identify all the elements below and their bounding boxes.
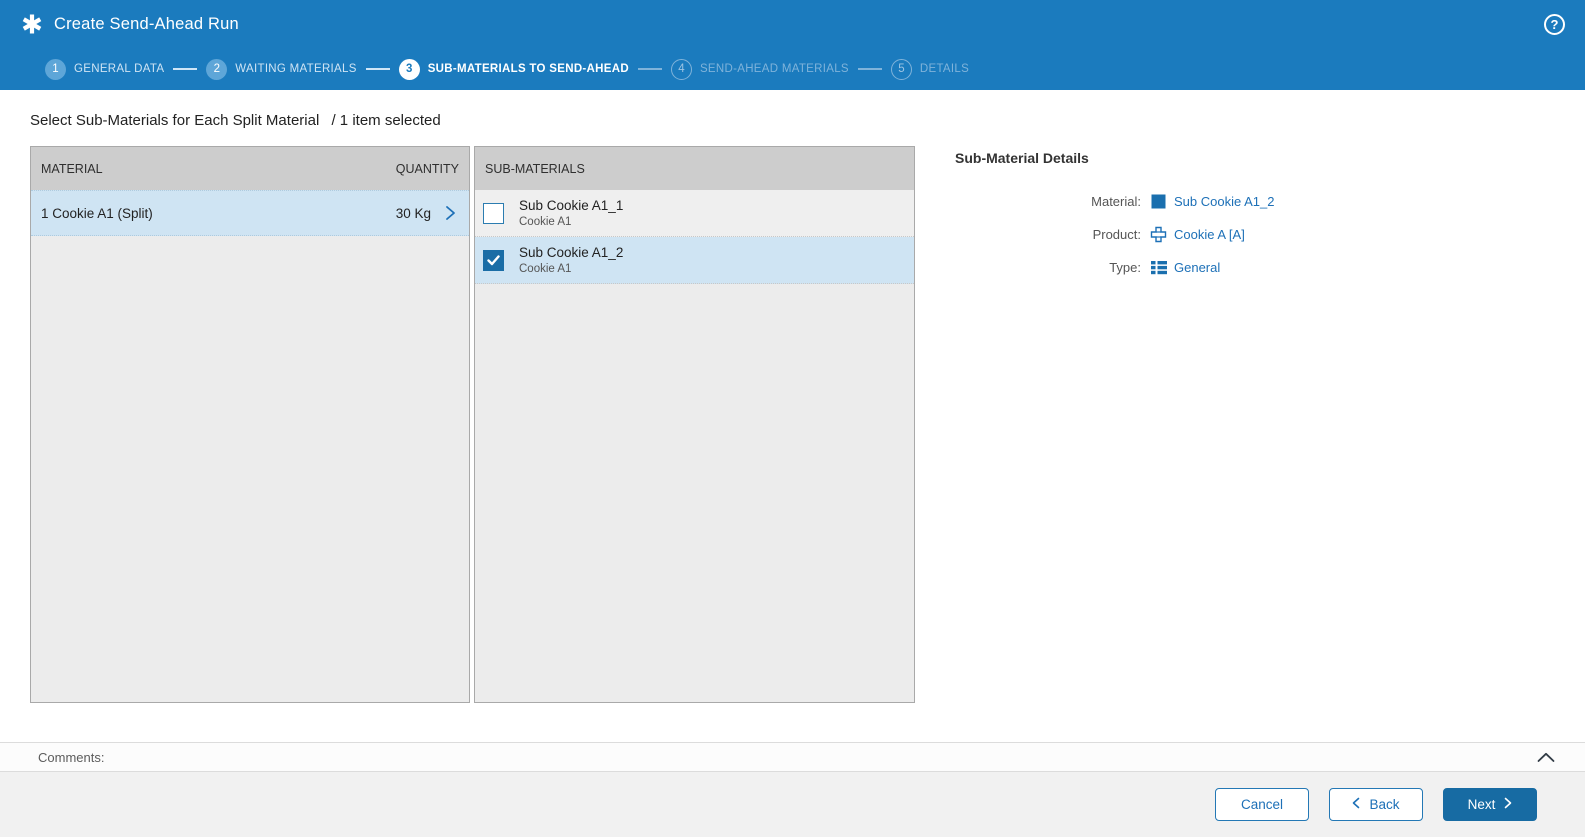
comments-label: Comments: [38, 749, 105, 765]
material-quantity: 30 Kg [395, 205, 431, 221]
sub-material-title: Sub Cookie A1_2 [519, 245, 624, 260]
detail-value-link[interactable]: General [1174, 260, 1221, 275]
sub-material-details-panel: Sub-Material Details Material: Sub Cooki… [955, 150, 1555, 291]
asterisk-icon [21, 13, 43, 35]
chevron-right-icon[interactable] [431, 205, 469, 221]
sub-material-subtitle: Cookie A1 [519, 216, 572, 228]
cancel-button-label: Cancel [1240, 797, 1284, 812]
checkbox-checked[interactable] [483, 249, 504, 271]
detail-label: Type: [1109, 260, 1141, 275]
detail-label: Material: [1091, 194, 1141, 209]
sub-material-text: Sub Cookie A1_1 Cookie A1 [519, 198, 623, 228]
sub-materials-table-header: SUB-MATERIALS [475, 147, 914, 190]
detail-row-product: Product: Cookie A [A] [955, 225, 1555, 244]
step-general-data[interactable]: 1 GENERAL DATA [45, 58, 165, 80]
materials-table: MATERIAL QUANTITY 1 Cookie A1 (Split) 30… [30, 146, 470, 703]
step-label: SUB-MATERIALS TO SEND-AHEAD [427, 63, 629, 75]
chevron-right-icon [1504, 797, 1512, 812]
chevron-up-icon[interactable] [1537, 752, 1555, 763]
step-waiting-materials[interactable]: 2 WAITING MATERIALS [206, 58, 357, 80]
step-label: GENERAL DATA [74, 63, 165, 75]
selection-summary: / 1 item selected [331, 112, 441, 129]
sub-materials-table: SUB-MATERIALS Sub Cookie A1_1 Cookie A1 … [474, 146, 915, 703]
detail-row-type: Type: General [955, 258, 1555, 277]
section-title-text: Select Sub-Materials for Each Split Mate… [30, 112, 320, 129]
page-title: Create Send-Ahead Run [54, 14, 239, 33]
step-label: WAITING MATERIALS [235, 63, 357, 75]
titlebar: Create Send-Ahead Run ? [0, 0, 1585, 48]
help-icon[interactable]: ? [1544, 13, 1565, 35]
step-connector [857, 68, 882, 70]
type-icon [1150, 259, 1167, 276]
step-connector [173, 68, 198, 70]
step-send-ahead-materials: 4 SEND-AHEAD MATERIALS [670, 58, 849, 80]
column-header-material: MATERIAL [41, 161, 103, 176]
material-icon [1150, 193, 1167, 210]
step-sub-materials-to-send-ahead[interactable]: 3 SUB-MATERIALS TO SEND-AHEAD [398, 58, 629, 80]
sub-material-title: Sub Cookie A1_1 [519, 198, 624, 213]
section-title: Select Sub-Materials for Each Split Mate… [30, 112, 441, 129]
product-icon [1150, 226, 1167, 243]
step-number: 1 [45, 58, 66, 80]
material-name: 1 Cookie A1 (Split) [41, 205, 153, 221]
sub-material-row[interactable]: Sub Cookie A1_1 Cookie A1 [475, 190, 914, 237]
step-label: SEND-AHEAD MATERIALS [699, 63, 849, 75]
checkbox-unchecked[interactable] [483, 202, 504, 224]
step-label: DETAILS [919, 63, 970, 75]
wizard-stepper: 1 GENERAL DATA 2 WAITING MATERIALS 3 SUB… [0, 48, 1585, 90]
details-panel-title: Sub-Material Details [955, 150, 1089, 166]
step-details: 5 DETAILS [890, 58, 970, 80]
step-connector [365, 68, 390, 70]
comments-bar: Comments: [0, 742, 1585, 772]
sub-material-text: Sub Cookie A1_2 Cookie A1 [519, 245, 623, 275]
cancel-button[interactable]: Cancel [1215, 788, 1309, 821]
split-materials-area: MATERIAL QUANTITY 1 Cookie A1 (Split) 30… [30, 146, 915, 703]
sub-material-subtitle: Cookie A1 [519, 263, 572, 275]
step-number: 5 [890, 58, 912, 80]
chevron-left-icon [1352, 797, 1360, 812]
detail-row-material: Material: Sub Cookie A1_2 [955, 192, 1555, 211]
back-button-label: Back [1369, 797, 1400, 812]
next-button-label: Next [1467, 797, 1496, 812]
material-row[interactable]: 1 Cookie A1 (Split) 30 Kg [31, 190, 469, 236]
step-number: 4 [670, 58, 692, 80]
step-number: 2 [206, 58, 228, 80]
back-button[interactable]: Back [1329, 788, 1423, 821]
footer-action-bar: Cancel Back Next [0, 772, 1585, 837]
column-header-sub-materials: SUB-MATERIALS [485, 161, 585, 176]
materials-table-header: MATERIAL QUANTITY [31, 147, 469, 190]
sub-material-row[interactable]: Sub Cookie A1_2 Cookie A1 [475, 237, 914, 284]
step-number: 3 [398, 58, 420, 80]
step-connector [637, 68, 662, 70]
detail-value-link[interactable]: Cookie A [A] [1174, 227, 1245, 242]
next-button[interactable]: Next [1443, 788, 1537, 821]
column-header-quantity: QUANTITY [395, 161, 459, 176]
detail-label: Product: [1092, 227, 1141, 242]
detail-value-link[interactable]: Sub Cookie A1_2 [1174, 194, 1275, 209]
